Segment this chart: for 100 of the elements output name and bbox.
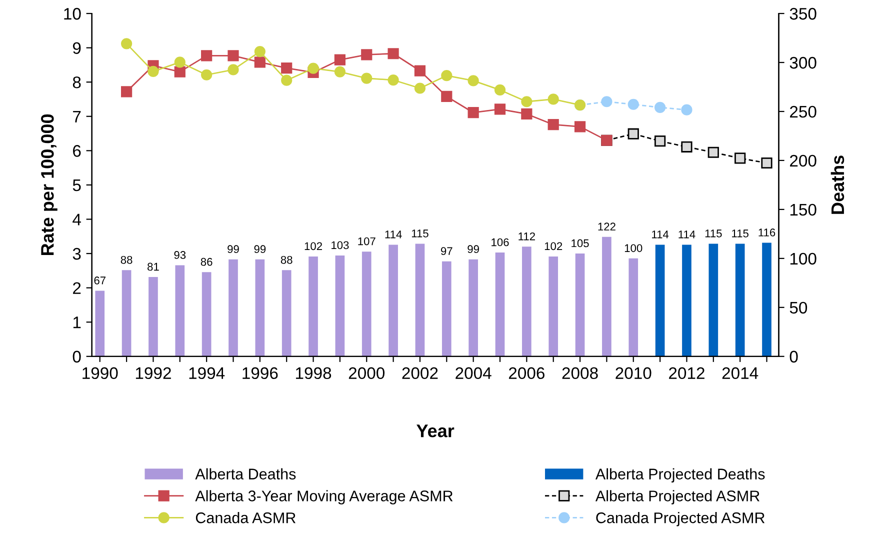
data-label: 102 [304, 242, 322, 250]
y-tick-label: 8 [72, 76, 81, 88]
x-tick-label: 2004 [456, 367, 492, 380]
x-tick-label: 2000 [348, 367, 385, 380]
y2-axis-title: Deaths [830, 156, 844, 214]
y-tick-label: 1 [73, 316, 81, 328]
point [254, 56, 266, 68]
y-tick-label: 6 [73, 145, 81, 157]
point [334, 66, 346, 78]
y-axis-title: Rate per 100,000 [41, 114, 58, 256]
bar [308, 256, 318, 356]
bar [95, 290, 105, 356]
x-tick-label: 1996 [242, 367, 278, 380]
data-label: 105 [572, 239, 589, 248]
bar [415, 244, 425, 356]
data-label: 115 [705, 230, 722, 238]
point [361, 72, 372, 84]
point [308, 62, 319, 74]
point [414, 65, 426, 76]
point [441, 70, 452, 82]
bar [282, 270, 292, 356]
data-label: 99 [468, 245, 479, 254]
bar [202, 272, 212, 356]
data-label: 102 [544, 242, 562, 250]
point [468, 75, 479, 86]
legend-label: Alberta Projected ASMR [595, 490, 760, 504]
point [281, 62, 292, 74]
point [521, 108, 532, 120]
bar [255, 259, 265, 356]
legend-label: Canada Projected ASMR [596, 512, 765, 526]
data-label: 100 [624, 244, 642, 252]
data-label: 88 [280, 256, 292, 264]
bar [122, 270, 132, 356]
x-tick-label: 2006 [508, 367, 544, 380]
data-label: 93 [174, 251, 186, 259]
point [228, 64, 239, 76]
x-tick-label: 2002 [402, 367, 438, 380]
bar [682, 244, 692, 356]
bar [388, 244, 398, 356]
point [574, 121, 586, 132]
x-tick-label: 1998 [296, 367, 332, 380]
bar [708, 244, 718, 356]
bar [655, 244, 665, 356]
bar [442, 261, 452, 356]
y2-tick-label: 150 [790, 204, 816, 216]
y2-tick-label: 200 [790, 154, 816, 167]
legend-label: Alberta Deaths [195, 468, 296, 480]
data-label: 107 [358, 237, 376, 246]
y-tick-label: 5 [72, 180, 81, 192]
x-axis-title: Year [416, 424, 454, 438]
point [761, 157, 772, 169]
legend-label: Canada ASMR [196, 512, 296, 524]
data-label: 112 [518, 232, 535, 240]
point [388, 74, 399, 86]
data-label: 99 [254, 245, 266, 254]
point [734, 152, 746, 164]
bar [468, 259, 478, 356]
point [148, 66, 159, 78]
x-tick-label: 2008 [562, 367, 598, 380]
y-tick-label: 10 [64, 8, 81, 20]
point [334, 54, 346, 66]
data-label: 97 [440, 247, 452, 256]
y-tick-label: 0 [72, 350, 81, 363]
data-label: 114 [678, 230, 696, 238]
point [388, 48, 399, 60]
data-label: 122 [598, 222, 616, 230]
point [254, 46, 266, 58]
y-tick-label: 9 [72, 42, 81, 54]
y-tick-label: 2 [73, 282, 81, 294]
point [201, 50, 212, 62]
legend-label: Alberta Projected Deaths [595, 468, 765, 482]
point [708, 146, 719, 158]
bar [362, 252, 372, 356]
point [628, 98, 639, 110]
point [228, 50, 239, 62]
bar [228, 259, 238, 356]
bar [575, 254, 585, 356]
data-label: 86 [200, 258, 212, 266]
y2-tick-label: 100 [790, 252, 816, 265]
bar [762, 242, 772, 356]
bar [495, 252, 505, 356]
y2-tick-label: 300 [790, 56, 816, 69]
x-tick-label: 1990 [82, 367, 118, 380]
point [361, 49, 372, 60]
data-label: 115 [412, 230, 428, 238]
data-label: 106 [492, 238, 509, 246]
data-label: 88 [120, 256, 132, 264]
y-tick-label: 7 [73, 110, 81, 122]
point [494, 84, 506, 96]
point [441, 90, 452, 102]
x-tick-label: 1994 [189, 367, 225, 380]
y-tick-label: 4 [72, 214, 81, 226]
y-tick-label: 3 [72, 248, 81, 260]
bar [148, 277, 158, 356]
point [628, 128, 639, 140]
bar [175, 265, 185, 356]
point [201, 69, 212, 80]
data-label: 81 [148, 262, 159, 271]
point [468, 107, 479, 118]
x-tick-label: 2012 [669, 367, 704, 380]
